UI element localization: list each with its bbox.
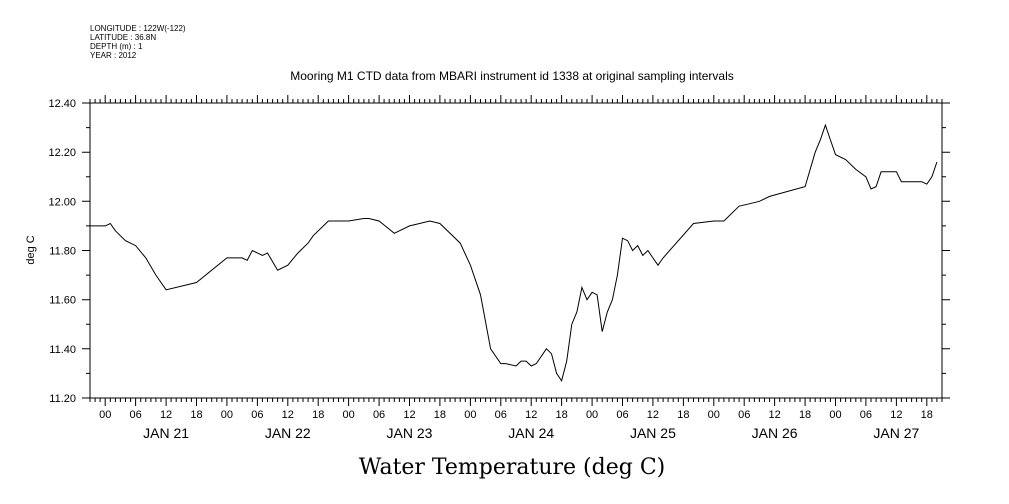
x-tick-label: 12 <box>525 409 537 421</box>
y-tick-label: 11.20 <box>49 393 76 405</box>
x-tick-label: 06 <box>251 409 263 421</box>
x-tick-label: 12 <box>647 409 659 421</box>
x-tick-label: 06 <box>738 409 750 421</box>
x-tick-label: 18 <box>556 409 568 421</box>
metadata-block: LONGITUDE : 122W(-122) LATITUDE : 36.8N … <box>90 24 186 60</box>
day-labels: JAN 21 JAN 22 JAN 23 JAN 24 JAN 25 JAN 26 JAN … <box>143 425 919 441</box>
x-tick-label: 06 <box>860 409 872 421</box>
x-tick-label: 18 <box>190 409 202 421</box>
x-tick-label: 00 <box>464 409 476 421</box>
day-label: JAN 25 <box>630 425 676 441</box>
x-tick-label: 00 <box>829 409 841 421</box>
axis-ticks <box>82 95 950 406</box>
x-axis-label: Water Temperature (deg C) <box>359 455 666 480</box>
x-tick-label: 00 <box>343 409 355 421</box>
day-label: JAN 24 <box>508 425 554 441</box>
day-label: JAN 21 <box>143 425 189 441</box>
x-tick-label: 12 <box>769 409 781 421</box>
day-label: JAN 27 <box>873 425 919 441</box>
x-tick-label: 12 <box>890 409 902 421</box>
latitude-label: LATITUDE : 36.8N <box>90 33 156 42</box>
x-tick-label: 12 <box>403 409 415 421</box>
y-tick-label: 12.00 <box>48 196 76 208</box>
temperature-series-line <box>90 123 938 382</box>
x-tick-label: 06 <box>373 409 385 421</box>
x-tick-labels: 00 06 12 18 00 06 12 18 00 06 12 18 00 06 12 18 00 06 12 18… <box>99 409 933 421</box>
x-tick-label: 18 <box>312 409 324 421</box>
day-label: JAN 23 <box>387 425 433 441</box>
day-label: JAN 26 <box>752 425 798 441</box>
x-tick-label: 00 <box>586 409 598 421</box>
tick-marks <box>82 95 950 406</box>
year-label: YEAR : 2012 <box>90 51 137 60</box>
x-tick-label: 00 <box>99 409 111 421</box>
y-tick-label: 11.60 <box>49 295 76 307</box>
x-tick-label: 06 <box>130 409 142 421</box>
x-tick-label: 00 <box>708 409 720 421</box>
y-tick-label: 11.40 <box>49 344 76 356</box>
x-tick-label: 18 <box>799 409 811 421</box>
x-tick-label: 18 <box>677 409 689 421</box>
plot-frame <box>89 102 943 399</box>
depth-label: DEPTH (m) : 1 <box>90 42 143 51</box>
y-tick-label: 11.80 <box>49 246 76 258</box>
y-tick-labels: 11.20 11.40 11.60 11.80 12.00 12.20 12.40 <box>48 98 76 405</box>
x-tick-label: 06 <box>616 409 628 421</box>
y-tick-label: 12.20 <box>48 147 76 159</box>
day-label: JAN 22 <box>265 425 311 441</box>
x-tick-label: 12 <box>160 409 172 421</box>
x-tick-label: 06 <box>495 409 507 421</box>
x-tick-label: 00 <box>221 409 233 421</box>
longitude-label: LONGITUDE : 122W(-122) <box>90 24 186 33</box>
x-tick-label: 18 <box>434 409 446 421</box>
chart-title: Mooring M1 CTD data from MBARI instrumen… <box>290 69 734 83</box>
y-tick-label: 12.40 <box>48 98 76 110</box>
x-tick-label: 12 <box>282 409 294 421</box>
y-axis-label: deg C <box>25 235 37 264</box>
x-tick-label: 18 <box>921 409 933 421</box>
